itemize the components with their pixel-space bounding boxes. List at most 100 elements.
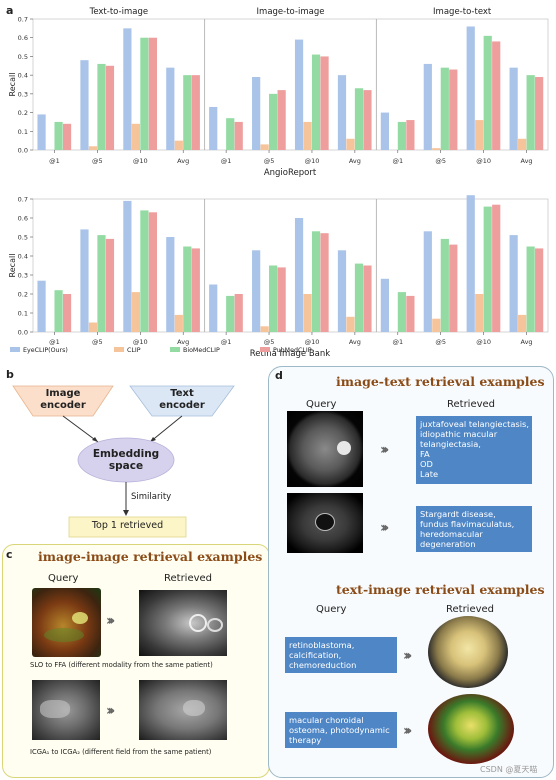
x-tick-label: Avg — [349, 338, 361, 346]
legend-swatch — [114, 347, 124, 352]
panel-b-letter: b — [6, 368, 14, 381]
bar-pubmedclip — [62, 294, 72, 332]
icga2-retrieved-image — [139, 680, 227, 740]
ffa-retrieved-image — [139, 590, 227, 656]
y-tick-label: 0.4 — [18, 72, 28, 80]
bar-biomedclip — [483, 206, 492, 332]
y-tick-label: 0.7 — [18, 16, 28, 24]
x-tick-label: Avg — [521, 157, 533, 165]
bar-eyeclipours — [337, 250, 347, 332]
bar-eyeclipours — [337, 75, 347, 150]
bar-eyeclipours — [37, 114, 46, 150]
bar-biomedclip — [54, 290, 63, 332]
bar-pubmedclip — [277, 267, 286, 332]
bar-eyeclipours — [509, 67, 518, 150]
x-tick-label: @10 — [133, 157, 148, 165]
bar-pubmedclip — [449, 244, 458, 332]
x-tick-label: @10 — [476, 157, 491, 165]
panel-c-retrieved-label: Retrieved — [164, 573, 213, 584]
image-encoder-shape — [12, 385, 114, 417]
bar-pubmedclip — [492, 41, 501, 151]
x-tick-label: @10 — [476, 338, 491, 346]
bar-biomedclip — [354, 263, 364, 332]
top1-label: Top 1 retrieved — [91, 520, 164, 531]
bar-biomedclip — [526, 246, 535, 332]
y-tick-label: 0.3 — [18, 90, 28, 98]
embedding-label: Embedding space — [92, 448, 160, 472]
bar-eyeclipours — [509, 235, 518, 332]
bar-pubmedclip — [406, 120, 415, 150]
bar-pubmedclip — [191, 75, 200, 150]
bar-eyeclipours — [166, 237, 175, 332]
bar-eyeclipours — [37, 280, 46, 332]
bar-pubmedclip — [492, 204, 501, 332]
x-tick-label: @5 — [435, 157, 446, 165]
legend-swatch — [10, 347, 20, 352]
panel-c-title: image-image retrieval examples — [38, 549, 263, 564]
x-tick-label: @5 — [92, 338, 103, 346]
it-result-1: juxtafoveal telangiectasis, idiopathic m… — [416, 416, 532, 484]
panel-d-query-label-2: Query — [316, 604, 347, 615]
bar-clip — [303, 294, 312, 332]
bar-clip — [475, 120, 484, 150]
plot-frame — [32, 18, 549, 151]
bar-eyeclipours — [252, 250, 261, 332]
bar-eyeclipours — [209, 106, 218, 150]
bar-eyeclipours — [294, 39, 304, 151]
y-tick-label: 0.5 — [18, 53, 28, 61]
bar-clip — [260, 144, 269, 150]
x-tick-label: Avg — [177, 338, 189, 346]
bar-eyeclipours — [294, 218, 304, 332]
x-tick-label: @1 — [392, 157, 403, 165]
bar-pubmedclip — [449, 69, 458, 150]
x-tick-label: Avg — [349, 157, 361, 165]
x-tick-label: @5 — [435, 338, 446, 346]
panel-c-query-label: Query — [48, 573, 79, 584]
panel-d-query-label-1: Query — [306, 399, 337, 410]
bar-biomedclip — [483, 35, 492, 150]
x-tick-label: @10 — [305, 157, 320, 165]
bar-biomedclip — [397, 292, 406, 332]
image-encoder-label: Image encoder — [40, 388, 86, 411]
bar-biomedclip — [311, 54, 321, 150]
group-title: Text-to-image — [89, 7, 149, 17]
bar-eyeclipours — [123, 200, 132, 332]
bar-eyeclipours — [380, 112, 389, 150]
bar-clip — [346, 316, 355, 332]
panel-d-title-2: text-image retrieval examples — [336, 582, 545, 597]
bar-eyeclipours — [423, 231, 432, 332]
bar-pubmedclip — [277, 90, 286, 150]
caption-slo-ffa: SLO to FFA (different modality from the … — [30, 661, 213, 669]
y-tick-label: 0.2 — [18, 109, 28, 117]
panel-c-letter: c — [6, 548, 13, 561]
legend-label: PubMedCLIP — [273, 347, 312, 354]
chevron-right-icon: ››› — [403, 723, 413, 739]
bar-biomedclip — [311, 231, 321, 332]
bar-clip — [131, 123, 140, 150]
bar-biomedclip — [440, 67, 449, 150]
bar-biomedclip — [97, 235, 106, 332]
bar-pubmedclip — [535, 77, 544, 150]
bar-eyeclipours — [466, 195, 475, 332]
group-title: Image-to-text — [433, 7, 492, 17]
x-tick-label: @1 — [49, 338, 60, 346]
panel-d-title-1: image-text retrieval examples — [336, 374, 545, 389]
x-tick-label: @1 — [221, 338, 232, 346]
plot-frame — [32, 198, 549, 333]
bar-pubmedclip — [148, 37, 157, 150]
arrow-image — [62, 415, 99, 443]
x-tick-label: @10 — [133, 338, 148, 346]
ti-query-2: macular choroidal osteoma, photodynamic … — [285, 712, 397, 748]
panel-d-retrieved-label-2: Retrieved — [446, 604, 495, 615]
x-tick-label: @1 — [392, 338, 403, 346]
y-tick-label: 0.3 — [18, 272, 28, 280]
bar-clip — [432, 148, 441, 150]
watermark: CSDN @夏天喵 — [480, 765, 538, 774]
bar-eyeclipours — [380, 278, 389, 332]
y-tick-label: 0.2 — [18, 291, 28, 299]
panel-d-letter: d — [275, 369, 283, 382]
bar-biomedclip — [140, 210, 149, 332]
group-title: Image-to-image — [257, 7, 325, 17]
bar-eyeclipours — [252, 77, 261, 150]
y-tick-label: 0.4 — [18, 253, 28, 261]
